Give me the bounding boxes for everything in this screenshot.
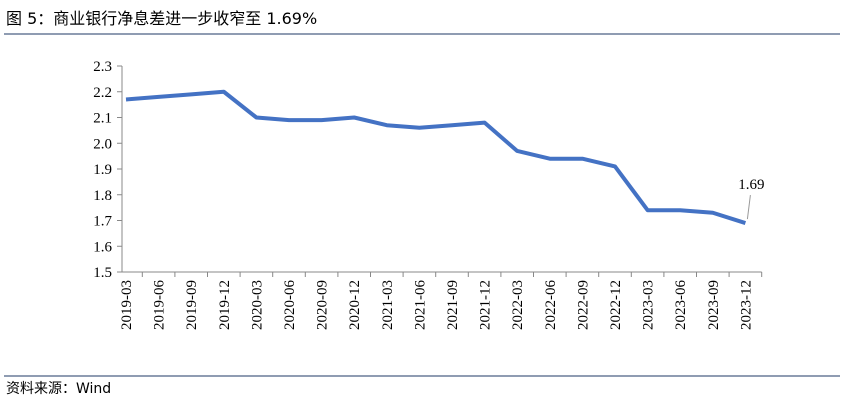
x-tick-label: 2022-09 (575, 280, 591, 330)
x-tick-label: 2021-03 (380, 280, 396, 330)
x-tick-label: 2023-03 (641, 280, 657, 330)
chart-title: 图 5：商业银行净息差进一步收窄至 1.69% (6, 9, 317, 28)
y-tick-label: 1.9 (93, 162, 112, 178)
y-tick-label: 1.6 (93, 239, 112, 255)
x-tick-label: 2023-12 (738, 280, 754, 330)
x-tick-label: 2023-06 (673, 280, 689, 330)
y-tick-label: 2.3 (93, 59, 112, 75)
x-tick-label: 2021-09 (445, 280, 461, 330)
x-tick-label: 2020-06 (282, 280, 298, 330)
x-tick-label: 2019-03 (119, 280, 135, 330)
y-tick-label: 2.2 (93, 85, 112, 101)
x-tick-label: 2020-12 (347, 280, 363, 330)
annotation-leader (746, 195, 751, 220)
x-tick-label: 2022-03 (510, 280, 526, 330)
y-tick-label: 1.7 (93, 214, 112, 230)
x-tick-label: 2021-06 (412, 280, 428, 330)
y-tick-label: 1.8 (93, 188, 112, 204)
x-tick-label: 2020-09 (315, 280, 331, 330)
x-tick-label: 2019-06 (152, 280, 168, 330)
x-tick-label: 2019-09 (184, 280, 200, 330)
x-tick-label: 2020-03 (249, 280, 265, 330)
x-tick-label: 2022-06 (543, 280, 559, 330)
source: 资料来源：Wind (6, 381, 111, 397)
x-tick-label: 2023-09 (706, 280, 722, 330)
y-tick-label: 1.5 (93, 265, 112, 281)
annotation: 1.69 (738, 177, 764, 193)
y-tick-label: 2.0 (93, 136, 112, 152)
data-line (125, 89, 747, 225)
x-tick-label: 2022-12 (608, 280, 624, 330)
x-tick-label: 2021-12 (478, 280, 494, 330)
x-tick-label: 2019-12 (217, 280, 233, 330)
y-tick-label: 2.1 (93, 111, 112, 127)
